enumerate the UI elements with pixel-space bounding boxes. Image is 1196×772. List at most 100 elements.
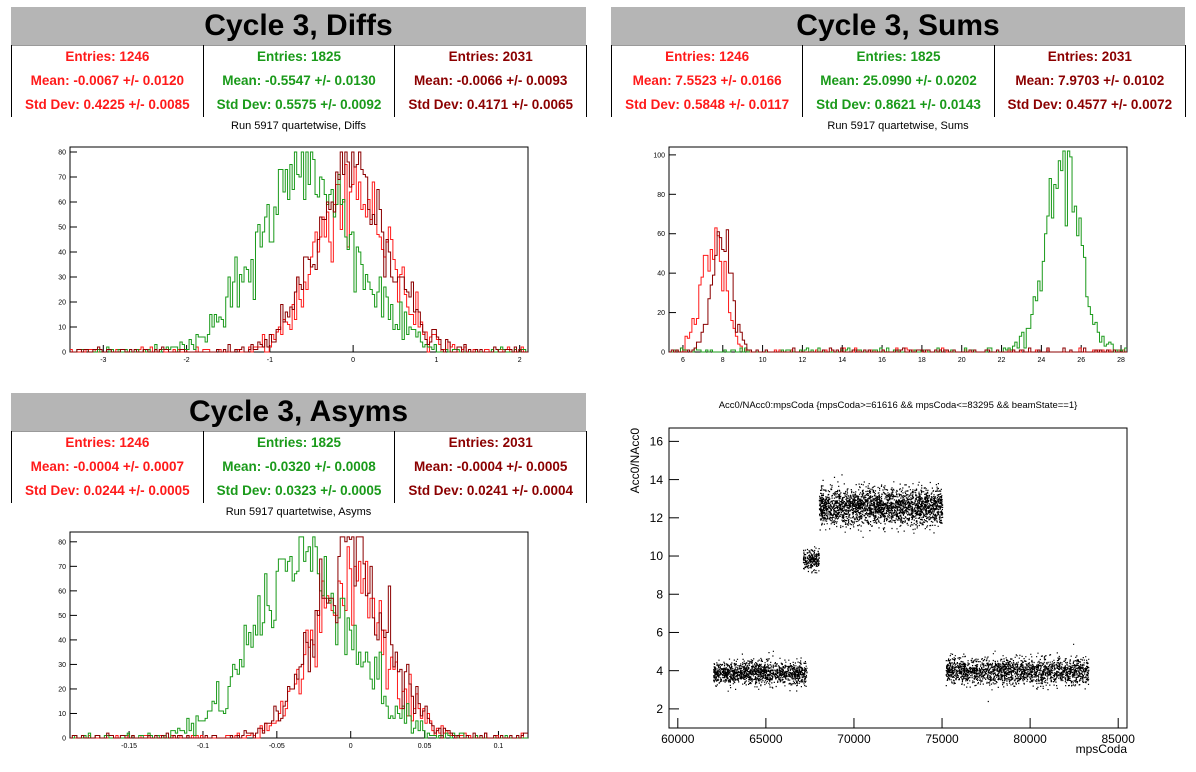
mean-label: Mean: -0.0004 +/- 0.0007 bbox=[30, 459, 185, 474]
y-tick-label: 10 bbox=[650, 549, 664, 563]
y-tick-label: 60 bbox=[58, 588, 66, 595]
x-tick-label: 85000 bbox=[1102, 732, 1136, 746]
entries-label: Entries: 2031 bbox=[448, 49, 533, 64]
diffs-stats: Entries: 1246 Mean: -0.0067 +/- 0.0120 S… bbox=[11, 45, 588, 117]
asyms-subtitle: Run 5917 quartetwise, Asyms bbox=[225, 506, 372, 518]
stat-box-darkred: Entries: 2031 Mean: -0.0066 +/- 0.0093 S… bbox=[395, 45, 588, 117]
x-tick-label: 22 bbox=[998, 357, 1006, 364]
y-tick-label: 40 bbox=[657, 271, 665, 278]
scatter-cluster-1 bbox=[802, 546, 820, 574]
x-tick-label: 80000 bbox=[1013, 732, 1047, 746]
x-tick-label: 70000 bbox=[837, 732, 871, 746]
y-tick-label: 70 bbox=[58, 174, 66, 181]
asyms-panel: Cycle 3, Asyms Entries: 1246 Mean: -0.00… bbox=[11, 393, 588, 763]
asyms-banner: Cycle 3, Asyms bbox=[11, 393, 586, 432]
x-tick-label: 0 bbox=[351, 357, 355, 364]
diffs-panel: Cycle 3, Diffs Entries: 1246 Mean: -0.00… bbox=[11, 7, 588, 377]
entries-label: Entries: 1825 bbox=[856, 49, 941, 64]
entries-label: Entries: 1825 bbox=[256, 49, 342, 64]
plot-frame bbox=[69, 146, 529, 353]
x-tick-label: 0.05 bbox=[418, 743, 432, 750]
y-tick-label: 50 bbox=[58, 613, 66, 620]
y-tick-label: 60 bbox=[58, 199, 66, 206]
x-tick-label: 12 bbox=[799, 357, 807, 364]
scatter-cluster-2 bbox=[818, 474, 944, 538]
mean-label: Mean: -0.0067 +/- 0.0120 bbox=[30, 73, 185, 88]
y-tick-label: 80 bbox=[58, 539, 66, 546]
stat-box-green: Entries: 1825 Mean: -0.0320 +/- 0.0008 S… bbox=[204, 431, 396, 503]
stat-box-green: Entries: 1825 Mean: 25.0990 +/- 0.0202 S… bbox=[803, 45, 995, 117]
std-label: Std Dev: 0.0241 +/- 0.0004 bbox=[408, 483, 574, 498]
entries-label: Entries: 2031 bbox=[1047, 49, 1132, 64]
std-label: Std Dev: 0.4225 +/- 0.0085 bbox=[24, 97, 190, 112]
x-tick-label: 26 bbox=[1077, 357, 1085, 364]
mean-label: Mean: 25.0990 +/- 0.0202 bbox=[820, 73, 977, 88]
stat-box-red: Entries: 1246 Mean: 7.5523 +/- 0.0166 St… bbox=[612, 45, 804, 117]
y-tick-label: 6 bbox=[656, 626, 663, 640]
x-tick-label: 18 bbox=[918, 357, 926, 364]
std-label: Std Dev: 0.0244 +/- 0.0005 bbox=[24, 483, 190, 498]
diffs-subtitle: Run 5917 quartetwise, Diffs bbox=[231, 120, 366, 132]
plot-frame bbox=[69, 531, 529, 739]
sums-banner: Cycle 3, Sums bbox=[611, 7, 1185, 46]
mean-label: Mean: -0.0004 +/- 0.0005 bbox=[413, 459, 568, 474]
x-tick-label: 6 bbox=[681, 357, 685, 364]
std-label: Std Dev: 0.8621 +/- 0.0143 bbox=[816, 97, 981, 112]
x-tick-label: 14 bbox=[838, 357, 846, 364]
x-tick-label: -1 bbox=[267, 357, 273, 364]
diffs-banner: Cycle 3, Diffs bbox=[11, 7, 586, 46]
asyms-axes: -0.15 -0.1 -0.05 0 0.05 0.1 0 10 20 30 40 50 60 70 80 bbox=[58, 531, 529, 750]
sums-stats: Entries: 1246 Mean: 7.5523 +/- 0.0166 St… bbox=[611, 45, 1186, 117]
entries-label: Entries: 1825 bbox=[256, 435, 342, 450]
mean-label: Mean: -0.5547 +/- 0.0130 bbox=[222, 73, 376, 88]
mean-label: Mean: 7.5523 +/- 0.0166 bbox=[632, 73, 782, 88]
sums-axes: 6 8 10 12 14 16 18 20 22 24 26 28 0 20 40 60 80 100 bbox=[653, 146, 1128, 364]
y-tick-label: 12 bbox=[650, 511, 664, 525]
x-tick-label: 0 bbox=[349, 743, 353, 750]
y-tick-label: 70 bbox=[58, 564, 66, 571]
std-label: Std Dev: 0.5575 +/- 0.0092 bbox=[216, 97, 382, 112]
stat-box-red: Entries: 1246 Mean: -0.0067 +/- 0.0120 S… bbox=[12, 45, 204, 117]
x-tick-label: -3 bbox=[100, 357, 106, 364]
std-label: Std Dev: 0.5848 +/- 0.0117 bbox=[625, 97, 790, 112]
y-tick-label: 40 bbox=[58, 249, 66, 256]
stat-box-green: Entries: 1825 Mean: -0.5547 +/- 0.0130 S… bbox=[204, 45, 396, 117]
plot-frame bbox=[668, 427, 1128, 729]
sums-subtitle: Run 5917 quartetwise, Sums bbox=[827, 120, 969, 132]
x-axis-label: mpsCoda bbox=[1076, 742, 1128, 756]
y-tick-label: 4 bbox=[656, 664, 663, 678]
entries-label: Entries: 1246 bbox=[665, 49, 750, 64]
std-label: Std Dev: 0.0323 +/- 0.0005 bbox=[216, 483, 382, 498]
y-tick-label: 30 bbox=[58, 274, 66, 281]
asyms-stats: Entries: 1246 Mean: -0.0004 +/- 0.0007 S… bbox=[11, 431, 588, 503]
diffs-series-0 bbox=[70, 164, 528, 353]
y-tick-label: 0 bbox=[661, 349, 665, 356]
y-tick-label: 14 bbox=[650, 473, 664, 487]
x-tick-label: 60000 bbox=[661, 732, 695, 746]
y-tick-label: 10 bbox=[58, 324, 66, 331]
x-tick-label: -0.15 bbox=[121, 743, 137, 750]
scatter-axes: 60000 65000 70000 75000 80000 85000 2 4 6 8 10 12 14… bbox=[650, 427, 1136, 746]
x-tick-label: -0.05 bbox=[269, 743, 285, 750]
std-label: Std Dev: 0.4171 +/- 0.0065 bbox=[408, 97, 574, 112]
y-tick-label: 40 bbox=[58, 637, 66, 644]
y-tick-label: 80 bbox=[657, 192, 665, 199]
x-tick-label: 75000 bbox=[925, 732, 959, 746]
y-tick-label: 100 bbox=[653, 152, 665, 159]
mean-label: Mean: 7.9703 +/- 0.0102 bbox=[1015, 73, 1165, 88]
scatter-title: Acc0/NAcc0:mpsCoda {mpsCoda>=61616 && mp… bbox=[719, 400, 1078, 411]
y-tick-label: 20 bbox=[58, 299, 66, 306]
x-tick-label: 28 bbox=[1117, 357, 1125, 364]
y-tick-label: 20 bbox=[657, 310, 665, 317]
x-tick-label: 2 bbox=[518, 357, 522, 364]
mean-label: Mean: -0.0066 +/- 0.0093 bbox=[413, 73, 568, 88]
diffs-series-1 bbox=[70, 151, 528, 353]
x-tick-label: -0.1 bbox=[197, 743, 209, 750]
y-tick-label: 10 bbox=[58, 711, 66, 718]
sums-panel: Cycle 3, Sums Entries: 1246 Mean: 7.5523… bbox=[611, 7, 1186, 377]
y-tick-label: 8 bbox=[656, 587, 663, 601]
y-tick-label: 60 bbox=[657, 231, 665, 238]
y-tick-label: 20 bbox=[58, 686, 66, 693]
